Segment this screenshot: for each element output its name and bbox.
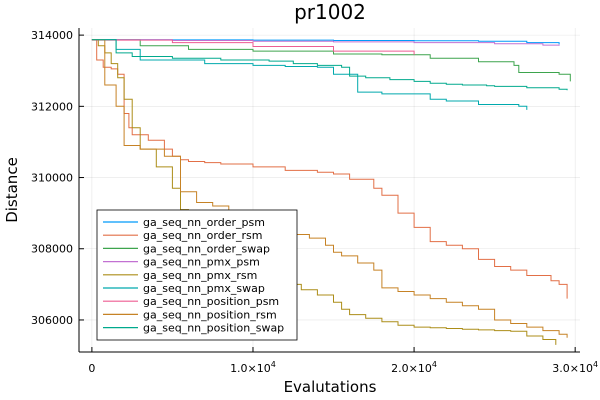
- series-line-ga-seq-nn-order-swap: [91, 39, 571, 82]
- series-line-ga-seq-nn-order-rsm: [91, 39, 568, 299]
- legend-box: [96, 209, 298, 341]
- x-tick-mantissa: 2.0×10: [391, 362, 432, 375]
- y-axis-label: Distance: [3, 157, 21, 223]
- x-tick-exponent: 4: [593, 360, 598, 369]
- x-tick-mantissa: 0: [88, 362, 95, 375]
- x-tick-label: 1.0×104: [230, 360, 276, 375]
- series-line-ga-seq-nn-position-psm: [91, 39, 415, 55]
- x-axis-label: Evalutations: [284, 378, 377, 396]
- x-tick-exponent: 4: [432, 360, 437, 369]
- axes: [78, 28, 580, 353]
- y-tick-label: 314000: [31, 29, 73, 42]
- series-line-ga-seq-nn-position-rsm: [91, 39, 568, 338]
- legend-label: ga_seq_nn_pmx_psm: [143, 256, 260, 269]
- x-tick-exponent: 4: [271, 360, 276, 369]
- legend-label: ga_seq_nn_position_psm: [143, 295, 279, 308]
- x-tick-label: 0: [88, 362, 95, 375]
- x-tick-label: 3.0×104: [552, 360, 598, 375]
- legend-label: ga_seq_nn_order_swap: [143, 242, 270, 255]
- y-tick-label: 310000: [31, 172, 73, 185]
- series-line-ga-seq-nn-pmx-psm: [91, 39, 560, 46]
- x-tick-label: 2.0×104: [391, 360, 437, 375]
- series-line-ga-seq-nn-order-psm: [91, 39, 560, 45]
- legend-label: ga_seq_nn_position_rsm: [143, 308, 277, 321]
- x-tick-mantissa: 1.0×10: [230, 362, 271, 375]
- series-line-ga-seq-nn-pmx-swap: [91, 39, 528, 110]
- legend: ga_seq_nn_order_psmga_seq_nn_order_rsmga…: [96, 209, 298, 341]
- y-tick-label: 308000: [31, 243, 73, 256]
- legend-label: ga_seq_nn_order_psm: [143, 216, 265, 229]
- legend-label: ga_seq_nn_pmx_swap: [143, 282, 265, 295]
- legend-label: ga_seq_nn_position_swap: [143, 322, 284, 335]
- x-tick-mantissa: 3.0×10: [552, 362, 593, 375]
- y-tick-label: 312000: [31, 100, 73, 113]
- y-tick-label: 306000: [31, 314, 73, 327]
- chart-title: pr1002: [294, 0, 366, 24]
- legend-label: ga_seq_nn_pmx_rsm: [143, 269, 257, 282]
- legend-label: ga_seq_nn_order_rsm: [143, 229, 262, 242]
- series-line-ga-seq-nn-position-swap: [91, 39, 568, 91]
